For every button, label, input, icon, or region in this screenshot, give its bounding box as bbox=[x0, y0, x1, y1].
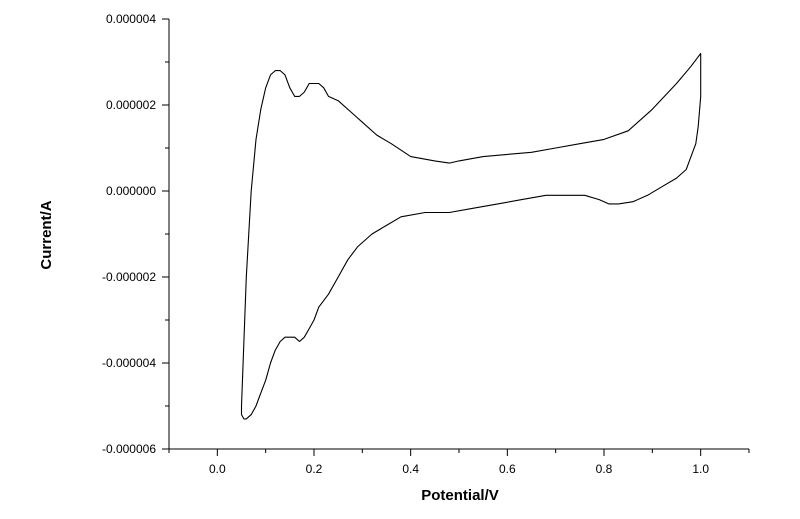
x-tick-label: 0.0 bbox=[209, 462, 226, 476]
x-tick-label: 0.8 bbox=[596, 462, 613, 476]
x-axis-tick-labels: 0.0 0.2 0.4 0.6 0.8 1.0 bbox=[209, 462, 709, 476]
plot-axes bbox=[168, 19, 749, 450]
y-axis-title: Current/A bbox=[38, 200, 55, 269]
x-tick-label: 0.2 bbox=[306, 462, 323, 476]
y-axis-tick-labels: 0.000004 0.000002 0.000000 -0.000002 -0.0000… bbox=[102, 12, 156, 456]
y-tick-label: -0.000004 bbox=[102, 356, 156, 370]
y-tick-label: 0.000000 bbox=[106, 184, 156, 198]
x-tick-label: 0.6 bbox=[499, 462, 516, 476]
y-tick-label: 0.000002 bbox=[106, 98, 156, 112]
x-tick-label: 0.4 bbox=[402, 462, 419, 476]
cv-series-line bbox=[240, 52, 702, 420]
x-tick-label: 1.0 bbox=[692, 462, 709, 476]
y-axis-ticks bbox=[162, 18, 169, 450]
x-axis-title: Potential/V bbox=[421, 487, 499, 504]
x-axis-ticks bbox=[168, 449, 750, 456]
y-tick-label: -0.000002 bbox=[102, 270, 156, 284]
y-tick-label: -0.000006 bbox=[102, 442, 156, 456]
y-tick-label: 0.000004 bbox=[106, 12, 156, 26]
